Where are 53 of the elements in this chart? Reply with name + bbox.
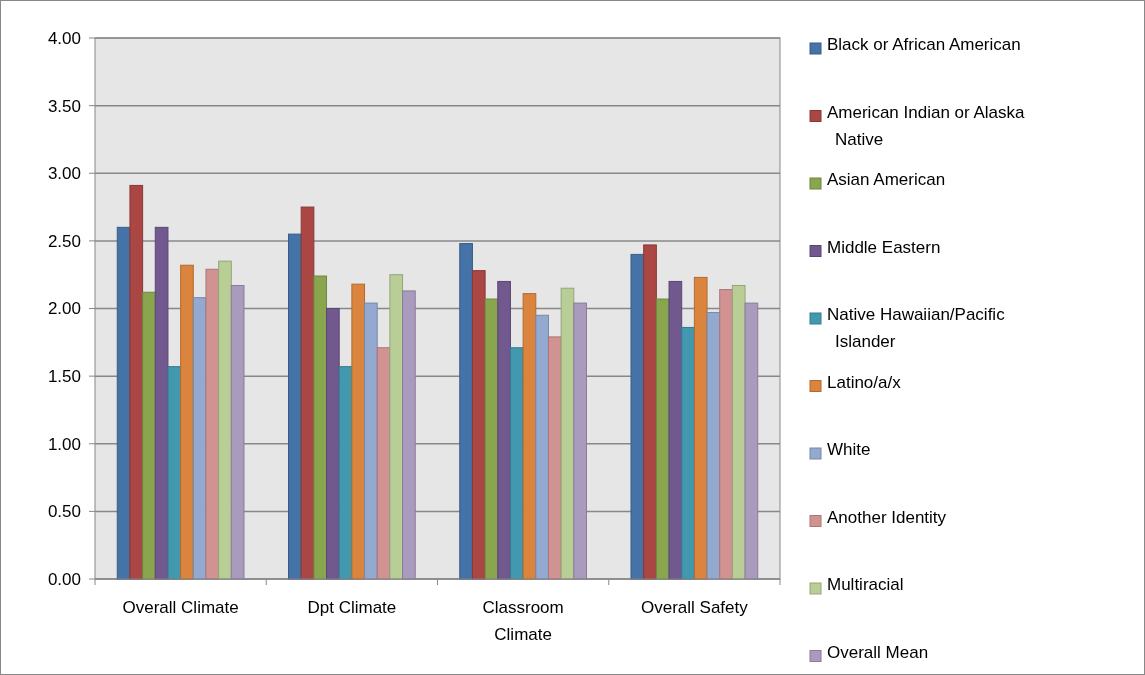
bar xyxy=(218,260,232,580)
bar xyxy=(167,366,182,580)
bar xyxy=(459,243,473,580)
bar xyxy=(230,285,245,580)
legend-label: Multiracial xyxy=(827,575,904,594)
legend-label: American Indian or Alaska Native xyxy=(827,102,1026,149)
bar xyxy=(142,291,156,580)
y-tick-label: 2.00 xyxy=(47,299,81,319)
legend-label: White xyxy=(827,440,871,459)
bar xyxy=(560,287,575,580)
bar xyxy=(288,233,302,580)
y-tick-label: 2.50 xyxy=(47,231,81,251)
y-tick-label: 0.50 xyxy=(47,502,81,522)
bar xyxy=(402,290,416,580)
bar xyxy=(497,280,511,580)
y-tick-label: 3.50 xyxy=(47,96,81,116)
bar xyxy=(484,298,499,580)
bar xyxy=(681,326,695,580)
bar xyxy=(389,274,404,580)
bar xyxy=(643,244,657,580)
bar xyxy=(573,302,587,580)
legend-label: Latino/a/x xyxy=(827,372,902,392)
x-tick-label: Overall Safety xyxy=(640,598,749,617)
bar xyxy=(205,268,220,580)
y-tick-label: 4.00 xyxy=(47,28,81,48)
bar xyxy=(719,289,733,580)
legend-label: Middle Eastern xyxy=(827,237,941,257)
bar xyxy=(535,314,549,580)
x-tick-label: Dpt Climate xyxy=(307,598,397,617)
legend-label: Another Identity xyxy=(827,507,947,527)
y-tick-label: 1.00 xyxy=(47,434,81,454)
bar xyxy=(313,275,328,580)
legend-label: Overall Mean xyxy=(827,642,929,662)
bar xyxy=(706,312,721,580)
legend-label: Native Hawaiian/Pacific Islander xyxy=(827,305,1006,351)
y-tick-label: 0.00 xyxy=(47,569,81,589)
bar xyxy=(744,302,759,580)
x-tick-label: Overall Climate xyxy=(122,598,239,617)
legend-label: Black or African American xyxy=(827,35,1021,54)
x-tick-label: Classroom Climate xyxy=(482,598,564,644)
y-tick-label: 3.00 xyxy=(47,164,81,184)
bar xyxy=(522,293,537,580)
bar xyxy=(630,253,645,580)
bar xyxy=(154,226,169,580)
bar xyxy=(364,302,378,580)
bar xyxy=(351,283,366,580)
bar xyxy=(180,264,194,580)
bar xyxy=(326,308,340,580)
bar xyxy=(668,280,683,580)
y-tick-label: 1.50 xyxy=(47,367,81,387)
bar xyxy=(129,184,144,580)
legend-label: Asian American xyxy=(827,170,946,189)
bar xyxy=(300,206,315,580)
